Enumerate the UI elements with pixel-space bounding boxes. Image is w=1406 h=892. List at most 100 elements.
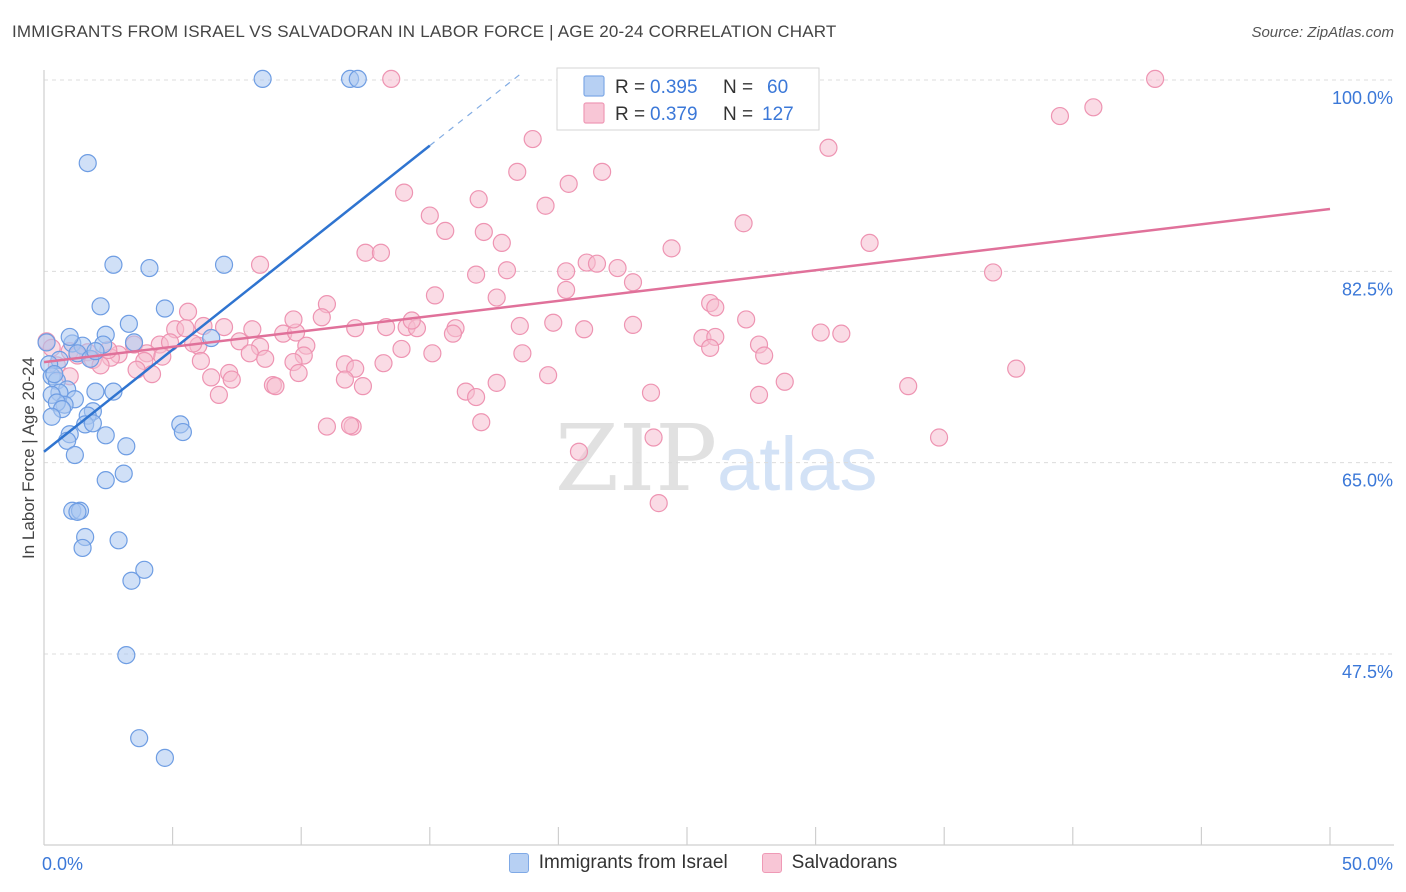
r-value-salvadorans: 0.379: [650, 104, 698, 125]
salvadorans-point: [402, 311, 421, 330]
salvadorans-point: [775, 372, 794, 391]
salvadorans-point: [557, 280, 576, 300]
salvadorans-point: [544, 313, 563, 332]
y-tick-label: 100.0%: [1332, 88, 1393, 108]
r-label-israel: R =: [615, 77, 645, 98]
salvadorans-point: [755, 346, 774, 365]
salvadorans-point: [819, 138, 838, 157]
salvadorans-point: [1146, 69, 1165, 89]
salvadorans-point: [222, 370, 241, 389]
salvadorans-point: [623, 273, 643, 292]
legend-swatch-salvadorans: [761, 853, 782, 873]
salvadorans-point: [749, 385, 769, 404]
israel-point: [78, 153, 97, 173]
salvadorans-point: [575, 320, 594, 339]
israel-point: [140, 258, 159, 278]
salvadorans-point: [266, 377, 285, 396]
y-tick-label: 65.0%: [1342, 471, 1393, 491]
salvadorans-point: [250, 255, 270, 274]
salvadorans-point: [593, 162, 612, 181]
salvadorans-point: [394, 183, 414, 202]
salvadorans-point: [178, 302, 198, 321]
salvadorans-point: [559, 174, 578, 193]
axes: [43, 70, 1394, 846]
x-tick-label-max: 50.0%: [1342, 854, 1393, 874]
salvadorans-point: [737, 310, 756, 329]
salvadorans-point: [340, 416, 360, 435]
israel-point: [122, 571, 141, 590]
salvadorans-point: [539, 366, 558, 385]
salvadorans-point: [312, 308, 331, 327]
israel-point: [117, 437, 136, 456]
salvadorans-point: [425, 286, 445, 305]
salvadorans-point: [701, 338, 720, 357]
israel-trend-extension: [429, 74, 521, 147]
israel-point: [45, 365, 64, 384]
watermark-atlas: atlas: [717, 422, 878, 507]
salvadorans-point: [202, 368, 221, 387]
legend-item-salvadorans[interactable]: Salvadorans: [761, 852, 898, 874]
israel-point: [104, 382, 123, 401]
salvadorans-point: [240, 344, 259, 363]
y-tick-label: 82.5%: [1342, 279, 1393, 299]
n-label-israel: N =: [723, 77, 753, 98]
trend-lines: [43, 74, 1331, 453]
legend-item-israel[interactable]: Immigrants from Israel: [508, 852, 728, 874]
n-value-salvadorans: 127: [762, 104, 794, 125]
salvadorans-point: [243, 320, 262, 339]
chart-title: IMMIGRANTS FROM ISRAEL VS SALVADORAN IN …: [12, 22, 837, 41]
salvadorans-point: [811, 323, 830, 342]
israel-point: [37, 333, 56, 352]
salvadorans-point: [289, 363, 308, 383]
israel-point: [73, 538, 92, 558]
salvadorans-point: [832, 324, 851, 343]
salvadorans-point: [346, 319, 365, 338]
y-tick-label: 47.5%: [1342, 662, 1393, 682]
x-tick-label-min: 0.0%: [42, 854, 83, 874]
israel-point: [83, 414, 102, 433]
salvadorans-point: [1007, 359, 1026, 378]
salvadorans-point: [860, 233, 879, 253]
salvadorans-point: [191, 351, 210, 371]
salvadorans-point: [353, 377, 373, 396]
israel-point: [114, 464, 133, 483]
legend-label-israel: Immigrants from Israel: [538, 852, 728, 873]
salvadorans-point: [214, 317, 234, 337]
r-label-salvadorans: R =: [615, 104, 645, 125]
israel-point: [214, 255, 234, 274]
legend-swatch-israel: [508, 853, 529, 873]
salvadorans-point: [317, 417, 337, 436]
salvadorans-point: [436, 221, 455, 240]
salvadorans-point: [469, 190, 488, 209]
salvadorans-point: [623, 315, 643, 335]
israel-point: [42, 407, 61, 426]
x-ticks: [172, 827, 1331, 845]
source-credit: Source: ZipAtlas.com: [1251, 24, 1394, 41]
salvadorans-point: [284, 310, 303, 329]
israel-point: [109, 531, 128, 550]
salvadorans-point: [420, 206, 439, 225]
salvadorans-point: [371, 243, 391, 262]
watermark: ZIP atlas: [555, 405, 878, 512]
israel-point: [86, 382, 105, 401]
salvadorans-point: [127, 360, 146, 379]
salvadorans-point: [209, 385, 228, 404]
salvadorans-point: [176, 319, 195, 338]
legend-label-salvadorans: Salvadorans: [791, 852, 898, 873]
salvadorans-point: [1084, 98, 1103, 117]
salvadorans-point: [557, 262, 576, 281]
salvadorans-point: [256, 349, 275, 368]
salvadorans-point: [929, 428, 949, 447]
israel-point: [68, 502, 87, 521]
salvadorans-point: [335, 370, 355, 389]
salvadorans-point: [487, 288, 506, 307]
salvadorans-point: [497, 261, 517, 280]
salvadorans-point: [662, 239, 681, 258]
israel-point: [117, 645, 136, 665]
stats-swatch-salvadorans: [583, 102, 605, 124]
israel-point: [60, 327, 79, 347]
israel-point: [96, 471, 115, 490]
salvadorans-point: [392, 339, 411, 359]
salvadorans-point: [523, 129, 542, 149]
